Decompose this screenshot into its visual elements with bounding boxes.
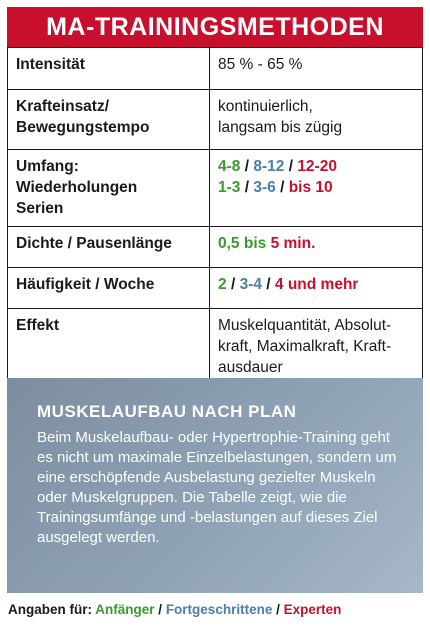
legend-footer: Angaben für: Anfänger / Fortgeschrittene… — [8, 602, 341, 617]
value-line: kraft, Maximalkraft, Kraft- — [218, 338, 392, 355]
legend-advanced: Fortgeschrittene — [165, 602, 273, 617]
plan-title: MUSKELAUFBAU NACH PLAN — [37, 402, 297, 421]
row-value-effect: Muskelquantität, Absolut- kraft, Maximal… — [209, 308, 423, 391]
reps-line: 4-8 / 8-12 / 12-20 — [218, 156, 414, 177]
table-row: Effekt Muskelquantität, Absolut- kraft, … — [7, 308, 423, 391]
label-line: Bewegungstempo — [16, 119, 150, 136]
freq-expert: 4 und mehr — [274, 276, 359, 293]
training-table: Intensität 85 % - 65 % Krafteinsatz/ Bew… — [7, 47, 423, 391]
row-value-density: 0,5 bis 5 min. — [209, 226, 423, 268]
row-label-intensity: Intensität — [7, 47, 210, 90]
separator: / — [266, 276, 271, 293]
separator: / — [230, 276, 236, 293]
table-row: Intensität 85 % - 65 % — [7, 47, 423, 90]
legend-expert: Experten — [283, 602, 342, 617]
separator: / — [158, 602, 163, 617]
row-label-effort: Krafteinsatz/ Bewegungstempo — [7, 89, 210, 150]
page-title: MA-TRAININGSMETHODEN — [7, 7, 423, 47]
table-row: Häufigkeit / Woche 2 / 3-4 / 4 und mehr — [7, 267, 423, 309]
legend-beginner: Anfänger — [95, 602, 155, 617]
value-line: ausdauer — [218, 359, 283, 376]
value-line: langsam bis zügig — [218, 119, 343, 136]
sets-advanced: 3-6 — [253, 179, 276, 196]
separator: / — [244, 158, 250, 175]
pause-expert: 5 min. — [270, 235, 316, 252]
table-row: Umfang: Wiederholungen Serien 4-8 / 8-12… — [7, 149, 423, 227]
row-label-volume: Umfang: Wiederholungen Serien — [7, 149, 210, 227]
separator: / — [244, 179, 250, 196]
reps-expert: 12-20 — [297, 158, 337, 175]
row-label-frequency: Häufigkeit / Woche — [7, 267, 210, 309]
table-row: Dichte / Pausenlänge 0,5 bis 5 min. — [7, 226, 423, 268]
label-line: Umfang: Wiederholungen — [16, 158, 138, 196]
table-row: Krafteinsatz/ Bewegungstempo kontinuierl… — [7, 89, 423, 150]
value-line: Muskelquantität, Absolut- — [218, 317, 392, 334]
separator: / — [276, 602, 280, 617]
sets-expert: bis 10 — [288, 179, 333, 196]
row-value-volume: 4-8 / 8-12 / 12-20 1-3 / 3-6 / bis 10 — [209, 149, 423, 227]
sets-line: 1-3 / 3-6 / bis 10 — [218, 177, 414, 198]
row-value-intensity: 85 % - 65 % — [209, 47, 423, 90]
row-value-effort: kontinuierlich, langsam bis zügig — [209, 89, 423, 150]
freq-beginner: 2 — [218, 276, 227, 293]
freq-advanced: 3-4 — [239, 276, 262, 293]
value-line: kontinuierlich, — [218, 98, 313, 115]
plan-info-box: MUSKELAUFBAU NACH PLAN Beim Muskelaufbau… — [7, 378, 423, 593]
label-line: Serien — [16, 200, 64, 217]
label-line: Krafteinsatz/ — [16, 98, 110, 115]
plan-text: Beim Muskelaufbau- oder Hypertrophie-Tra… — [37, 429, 397, 546]
sets-beginner: 1-3 — [218, 179, 241, 196]
reps-beginner: 4-8 — [218, 158, 241, 175]
row-label-density: Dichte / Pausenlänge — [7, 226, 210, 268]
pause-beginner: 0,5 — [218, 235, 240, 252]
separator: / — [280, 179, 285, 196]
pause-connector: bis — [243, 235, 267, 252]
training-methods-card: MA-TRAININGSMETHODEN Intensität 85 % - 6… — [7, 7, 423, 391]
reps-advanced: 8-12 — [253, 158, 285, 175]
row-label-effect: Effekt — [7, 308, 210, 391]
separator: / — [288, 158, 293, 175]
row-value-frequency: 2 / 3-4 / 4 und mehr — [209, 267, 423, 309]
legend-prefix: Angaben für: — [8, 602, 92, 617]
